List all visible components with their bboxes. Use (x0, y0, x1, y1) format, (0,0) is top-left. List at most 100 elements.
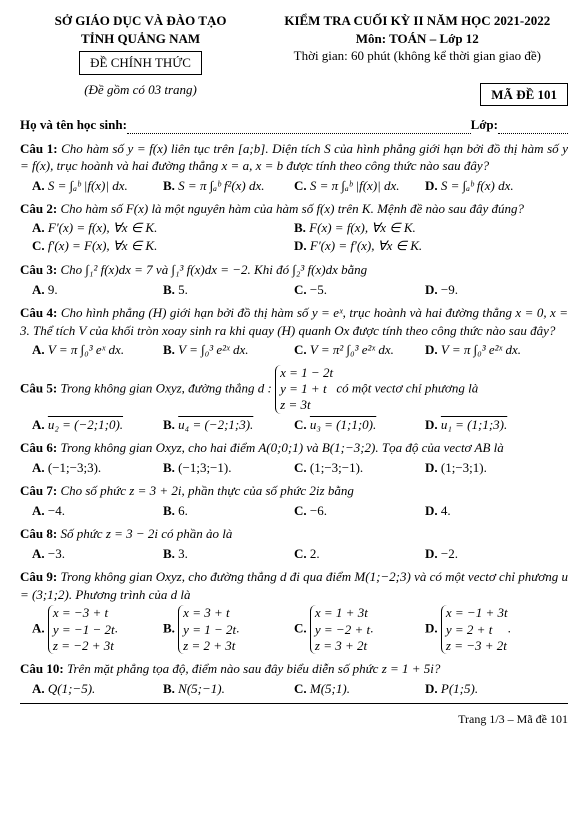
q10-text: Trên mặt phẳng tọa độ, điểm nào sau đây … (67, 661, 440, 676)
q4-A: V = π ∫₀³ eˣ dx. (48, 342, 124, 357)
q3-stem: Câu 3: (20, 262, 57, 277)
q8-C: 2. (310, 546, 320, 561)
class-field[interactable] (498, 116, 568, 134)
q10-A: Q(1;−5). (48, 681, 95, 696)
q9-B-z: z = 2 + 3t (183, 638, 236, 654)
dept-line1: SỞ GIÁO DỤC VÀ ĐÀO TẠO (20, 12, 261, 30)
q9-options: A. x = −3 + t y = −1 − 2t z = −2 + 3t . … (32, 605, 556, 654)
q1-A: S = ∫ₐᵇ |f(x)| dx. (48, 178, 128, 193)
q4-D: V = π ∫₀³ e²ˣ dx. (441, 342, 521, 357)
q2-options-2: C. f′(x) = F(x), ∀x ∈ K. D. F′(x) = f′(x… (32, 237, 556, 255)
q10-stem: Câu 10: (20, 661, 64, 676)
q1-B: S = π ∫ₐᵇ f²(x) dx. (178, 178, 264, 193)
footer-rule (20, 703, 568, 704)
q9-D-z: z = −3 + 2t (446, 638, 508, 654)
q4-B: V = ∫₀³ e²ˣ dx. (178, 342, 248, 357)
q9-C-x: x = 1 + 3t (315, 605, 370, 621)
question-6: Câu 6: Trong không gian Oxyz, cho hai đi… (20, 439, 568, 457)
q6-text: Trong không gian Oxyz, cho hai điểm A(0;… (60, 440, 503, 455)
name-field[interactable] (127, 116, 471, 134)
footer-text: Trang 1/3 – Mã đề 101 (20, 711, 568, 727)
q7-text: Cho số phức z = 3 + 2i, phần thực của số… (60, 483, 353, 498)
q10-B: N(5;−1). (178, 681, 225, 696)
official-box: ĐỀ CHÍNH THỨC (79, 51, 202, 75)
q6-A: (−1;−3;3). (48, 460, 101, 475)
header-right: KIỂM TRA CUỐI KỲ II NĂM HỌC 2021-2022 Mô… (267, 12, 568, 106)
q8-D: −2. (441, 546, 458, 561)
q9-B-y: y = 1 − 2t (183, 622, 236, 638)
q2-B: F(x) = f(x), ∀x ∈ K. (309, 220, 416, 235)
q10-options: A. Q(1;−5). B. N(5;−1). C. M(5;1). D. P(… (32, 680, 556, 698)
q5-system: x = 1 − 2t y = 1 + t z = 3t (275, 365, 333, 414)
q5-sys-y: y = 1 + t (280, 381, 333, 397)
q9-text: Trong không gian Oxyz, cho đường thẳng d… (20, 569, 568, 602)
q9-A-system: x = −3 + t y = −1 − 2t z = −2 + 3t (48, 605, 115, 654)
q5-B: u₄ = (−2;1;3). (178, 417, 253, 432)
q7-B: 6. (178, 503, 188, 518)
q4-C: V = π² ∫₀³ e²ˣ dx. (310, 342, 394, 357)
q1-text: Cho hàm số y = f(x) liên tục trên [a;b].… (20, 141, 568, 174)
q8-B: 3. (178, 546, 188, 561)
q9-stem: Câu 9: (20, 569, 57, 584)
q6-options: A. (−1;−3;3). B. (−1;3;−1). C. (1;−3;−1)… (32, 459, 556, 477)
q2-stem: Câu 2: (20, 201, 57, 216)
question-9: Câu 9: Trong không gian Oxyz, cho đường … (20, 568, 568, 603)
q5-sys-z: z = 3t (280, 397, 333, 413)
header-left: SỞ GIÁO DỤC VÀ ĐÀO TẠO TỈNH QUẢNG NAM ĐỀ… (20, 12, 261, 106)
q4-stem: Câu 4: (20, 305, 57, 320)
q6-D: (1;−3;1). (441, 460, 487, 475)
q5-stem: Câu 5: (20, 380, 57, 395)
q7-A: −4. (48, 503, 65, 518)
q6-stem: Câu 6: (20, 440, 57, 455)
q3-D: −9. (441, 282, 458, 297)
q1-options: A. S = ∫ₐᵇ |f(x)| dx. B. S = π ∫ₐᵇ f²(x)… (32, 177, 556, 195)
q3-C: −5. (310, 282, 327, 297)
q7-stem: Câu 7: (20, 483, 57, 498)
q3-options: A. 9. B. 5. C. −5. D. −9. (32, 281, 556, 299)
q4-options: A. V = π ∫₀³ eˣ dx. B. V = ∫₀³ e²ˣ dx. C… (32, 341, 556, 359)
q8-stem: Câu 8: (20, 526, 57, 541)
header: SỞ GIÁO DỤC VÀ ĐÀO TẠO TỈNH QUẢNG NAM ĐỀ… (20, 12, 568, 106)
q5-A: u₂ = (−2;1;0). (48, 417, 123, 432)
q9-C-y: y = −2 + t (315, 622, 370, 638)
q1-stem: Câu 1: (20, 141, 58, 156)
q2-A: F′(x) = f(x), ∀x ∈ K. (48, 220, 157, 235)
q7-options: A. −4. B. 6. C. −6. D. 4. (32, 502, 556, 520)
pages-note: (Đề gồm có 03 trang) (20, 81, 261, 99)
exam-subject: Môn: TOÁN – Lớp 12 (267, 30, 568, 48)
question-5: Câu 5: Trong không gian Oxyz, đường thẳn… (20, 365, 568, 414)
q4-text: Cho hình phẳng (H) giới hạn bởi đồ thị h… (20, 305, 568, 338)
q1-C: S = π ∫ₐᵇ |f(x)| dx. (310, 178, 400, 193)
exam-time: Thời gian: 60 phút (không kể thời gian g… (267, 47, 568, 65)
q3-text: Cho ∫₁² f(x)dx = 7 và ∫₁³ f(x)dx = −2. K… (60, 262, 367, 277)
question-4: Câu 4: Cho hình phẳng (H) giới hạn bởi đ… (20, 304, 568, 339)
q8-options: A. −3. B. 3. C. 2. D. −2. (32, 545, 556, 563)
q9-A-y: y = −1 − 2t (53, 622, 115, 638)
q6-B: (−1;3;−1). (178, 460, 231, 475)
q10-C: M(5;1). (310, 681, 350, 696)
q3-B: 5. (178, 282, 188, 297)
q7-D: 4. (441, 503, 451, 518)
exam-code: MÃ ĐỀ 101 (480, 83, 568, 107)
q7-C: −6. (310, 503, 327, 518)
q5-D: u₁ = (1;1;3). (441, 417, 507, 432)
q6-C: (1;−3;−1). (310, 460, 363, 475)
q1-D: S = ∫ₐᵇ f(x) dx. (441, 178, 514, 193)
q5-sys-x: x = 1 − 2t (280, 365, 333, 381)
class-label: Lớp: (471, 116, 498, 134)
q9-A-z: z = −2 + 3t (53, 638, 115, 654)
q8-text: Số phức z = 3 − 2i có phần ảo là (60, 526, 232, 541)
question-7: Câu 7: Cho số phức z = 3 + 2i, phần thực… (20, 482, 568, 500)
q9-A-x: x = −3 + t (53, 605, 115, 621)
q2-text: Cho hàm số F(x) là một nguyên hàm của hà… (60, 201, 524, 216)
q9-B-system: x = 3 + t y = 1 − 2t z = 2 + 3t (178, 605, 236, 654)
exam-title: KIỂM TRA CUỐI KỲ II NĂM HỌC 2021-2022 (267, 12, 568, 30)
q2-options-1: A. F′(x) = f(x), ∀x ∈ K. B. F(x) = f(x),… (32, 219, 556, 237)
name-label: Họ và tên học sinh: (20, 116, 127, 134)
q5-text-post: có một vectơ chỉ phương là (336, 380, 478, 395)
q3-A: 9. (48, 282, 58, 297)
question-10: Câu 10: Trên mặt phẳng tọa độ, điểm nào … (20, 660, 568, 678)
q5-text-pre: Trong không gian Oxyz, đường thẳng d : (60, 380, 271, 395)
q2-D: F′(x) = f′(x), ∀x ∈ K. (310, 238, 422, 253)
question-1: Câu 1: Cho hàm số y = f(x) liên tục trên… (20, 140, 568, 175)
